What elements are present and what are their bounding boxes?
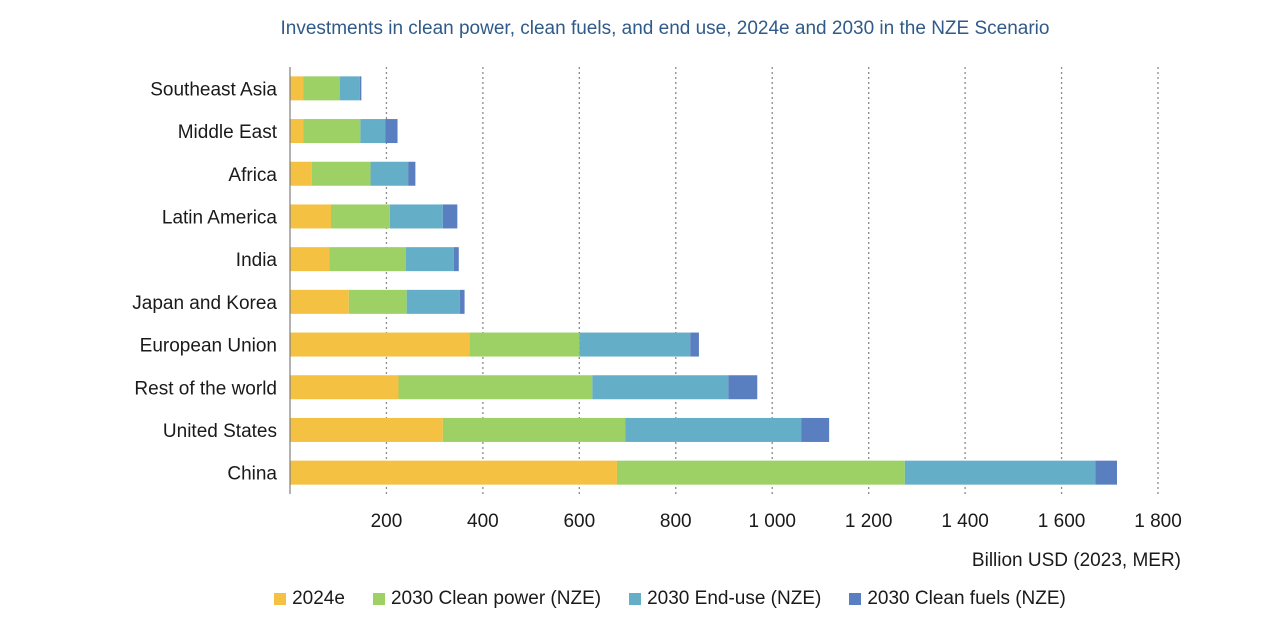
x-tick-label: 1 200 bbox=[845, 511, 893, 532]
chart-title: Investments in clean power, clean fuels,… bbox=[280, 18, 1050, 39]
x-tick-label: 800 bbox=[660, 511, 692, 532]
legend-swatch bbox=[849, 593, 862, 605]
bar-segment bbox=[290, 375, 399, 400]
bar-segment bbox=[389, 204, 443, 229]
bar-segment bbox=[442, 204, 458, 229]
bar-segment bbox=[290, 76, 304, 101]
bar-segment bbox=[442, 417, 626, 442]
legend-swatch bbox=[372, 593, 385, 605]
legend-swatch bbox=[274, 593, 287, 605]
bar-segment bbox=[360, 119, 386, 144]
bar-segment bbox=[290, 417, 443, 442]
bar-segment bbox=[330, 204, 390, 229]
bar-segment bbox=[290, 460, 617, 485]
bar-segment bbox=[592, 375, 729, 400]
bar-segment bbox=[459, 289, 465, 314]
bar-segment bbox=[290, 332, 470, 357]
bar-segment bbox=[303, 119, 361, 144]
legend-item: 2030 Clean fuels (NZE) bbox=[849, 588, 1066, 610]
x-tick-label: 1 400 bbox=[941, 511, 989, 532]
bar-segment bbox=[453, 247, 459, 272]
bar-segment bbox=[406, 289, 460, 314]
legend-label: 2030 Clean fuels (NZE) bbox=[867, 588, 1066, 609]
x-tick-label: 1 000 bbox=[748, 511, 796, 532]
bar-segment bbox=[311, 161, 371, 186]
bar-segment bbox=[405, 247, 454, 272]
category-label: Southeast Asia bbox=[150, 79, 277, 100]
bar-segment bbox=[290, 247, 330, 272]
axis-layer: 200 400 600 800 1 000 1 200 1 400 1 600 1 800 Sou… bbox=[132, 67, 1182, 532]
bar-segment bbox=[904, 460, 1096, 485]
bar-segment bbox=[728, 375, 758, 400]
category-label: China bbox=[227, 464, 277, 485]
bar-segment bbox=[290, 161, 312, 186]
category-label: Middle East bbox=[178, 122, 278, 143]
bar-segment bbox=[801, 417, 830, 442]
bar-segment bbox=[290, 204, 331, 229]
bars-layer bbox=[290, 76, 1118, 485]
category-label: Latin America bbox=[162, 207, 278, 228]
bar-segment bbox=[616, 460, 905, 485]
bar-segment bbox=[290, 119, 304, 144]
bar-segment bbox=[339, 76, 360, 101]
bar-segment bbox=[385, 119, 398, 144]
legend-item: 2030 Clean power (NZE) bbox=[372, 588, 602, 610]
bar-segment bbox=[290, 289, 349, 314]
legend-swatch bbox=[629, 593, 642, 605]
legend-label: 2030 End-use (NZE) bbox=[647, 588, 822, 609]
bar-segment bbox=[690, 332, 699, 357]
category-label: Africa bbox=[228, 165, 277, 186]
legend: 2024e 2030 Clean power (NZE) 2030 End-use … bbox=[0, 588, 1280, 610]
bar-segment bbox=[359, 76, 362, 101]
x-axis-title: Billion USD (2023, MER) bbox=[972, 550, 1181, 571]
x-tick-label: 600 bbox=[563, 511, 595, 532]
bar-segment bbox=[469, 332, 580, 357]
category-label: European Union bbox=[140, 336, 277, 357]
bar-segment bbox=[303, 76, 340, 101]
category-label: Rest of the world bbox=[134, 378, 277, 399]
legend-item: 2024e bbox=[274, 588, 345, 610]
bar-segment bbox=[398, 375, 593, 400]
x-tick-label: 1 800 bbox=[1134, 511, 1182, 532]
bar-segment bbox=[625, 417, 802, 442]
bar-segment bbox=[408, 161, 416, 186]
bar-segment bbox=[370, 161, 409, 186]
legend-item: 2030 End-use (NZE) bbox=[629, 588, 821, 610]
category-label: India bbox=[236, 250, 278, 271]
x-tick-label: 200 bbox=[371, 511, 403, 532]
bar-segment bbox=[1095, 460, 1118, 485]
bar-segment bbox=[348, 289, 407, 314]
legend-label: 2024e bbox=[292, 588, 345, 609]
category-label: United States bbox=[163, 421, 277, 442]
chart-plot: 200 400 600 800 1 000 1 200 1 400 1 600 1 800 Sou… bbox=[132, 67, 1182, 571]
category-label: Japan and Korea bbox=[132, 293, 277, 314]
x-tick-label: 1 600 bbox=[1038, 511, 1086, 532]
x-tick-label: 400 bbox=[467, 511, 499, 532]
bar-segment bbox=[329, 247, 406, 272]
bar-segment bbox=[579, 332, 691, 357]
legend-label: 2030 Clean power (NZE) bbox=[390, 588, 602, 609]
